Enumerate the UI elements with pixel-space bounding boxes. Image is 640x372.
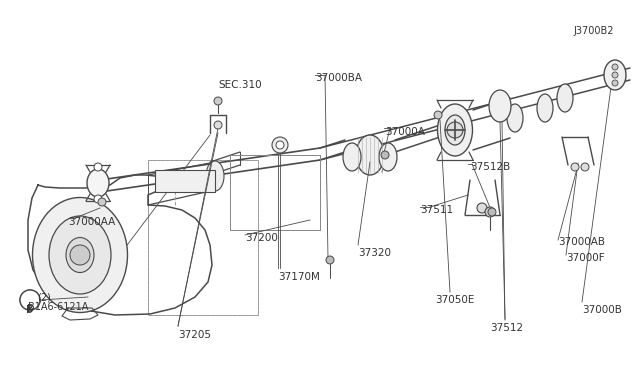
Circle shape: [581, 163, 589, 171]
Text: 37200: 37200: [245, 233, 278, 243]
Circle shape: [485, 207, 495, 217]
Circle shape: [98, 198, 106, 206]
Text: 37000F: 37000F: [566, 253, 605, 263]
Text: 37320: 37320: [358, 248, 391, 258]
Ellipse shape: [66, 237, 94, 273]
Text: 37205: 37205: [178, 330, 211, 340]
Circle shape: [381, 151, 389, 159]
Ellipse shape: [379, 143, 397, 171]
Text: 37050E: 37050E: [435, 295, 474, 305]
Circle shape: [477, 203, 487, 213]
Circle shape: [326, 256, 334, 264]
Ellipse shape: [445, 115, 465, 145]
Circle shape: [214, 121, 222, 129]
Bar: [148, 160, 258, 315]
Ellipse shape: [557, 84, 573, 112]
Text: (2): (2): [37, 292, 51, 302]
Circle shape: [612, 64, 618, 70]
Circle shape: [571, 163, 579, 171]
Ellipse shape: [49, 216, 111, 294]
Circle shape: [20, 290, 40, 310]
Ellipse shape: [343, 143, 361, 171]
Circle shape: [272, 137, 288, 153]
Ellipse shape: [438, 104, 472, 156]
Circle shape: [612, 80, 618, 86]
Text: 37000A: 37000A: [385, 127, 425, 137]
Text: 37170M: 37170M: [278, 272, 320, 282]
Text: B: B: [26, 304, 33, 314]
Circle shape: [94, 163, 102, 171]
Ellipse shape: [604, 60, 626, 90]
Bar: [148, 160, 258, 315]
Text: 37512B: 37512B: [470, 162, 510, 172]
Circle shape: [20, 290, 40, 310]
Ellipse shape: [537, 94, 553, 122]
Ellipse shape: [356, 135, 384, 175]
Text: SEC.310: SEC.310: [218, 80, 262, 90]
Ellipse shape: [507, 104, 523, 132]
Text: 37000BA: 37000BA: [315, 73, 362, 83]
Text: 37000AB: 37000AB: [558, 237, 605, 247]
Text: J3700B2: J3700B2: [573, 26, 614, 36]
Circle shape: [70, 245, 90, 265]
Ellipse shape: [206, 161, 224, 191]
Text: 37000B: 37000B: [582, 305, 622, 315]
Circle shape: [214, 97, 222, 105]
Circle shape: [612, 72, 618, 78]
Bar: [230, 155, 320, 230]
Circle shape: [94, 195, 102, 203]
Ellipse shape: [489, 90, 511, 122]
Ellipse shape: [87, 169, 109, 197]
Text: 37000AA: 37000AA: [68, 217, 115, 227]
Circle shape: [276, 141, 284, 149]
Bar: [155, 170, 215, 192]
Text: 37511: 37511: [420, 205, 453, 215]
Ellipse shape: [33, 198, 127, 312]
Circle shape: [447, 122, 463, 138]
Circle shape: [488, 208, 496, 216]
Bar: [230, 155, 320, 230]
Text: 37512: 37512: [490, 323, 523, 333]
Circle shape: [434, 111, 442, 119]
Text: B1A6-6121A: B1A6-6121A: [28, 302, 88, 312]
Text: B: B: [26, 305, 33, 315]
